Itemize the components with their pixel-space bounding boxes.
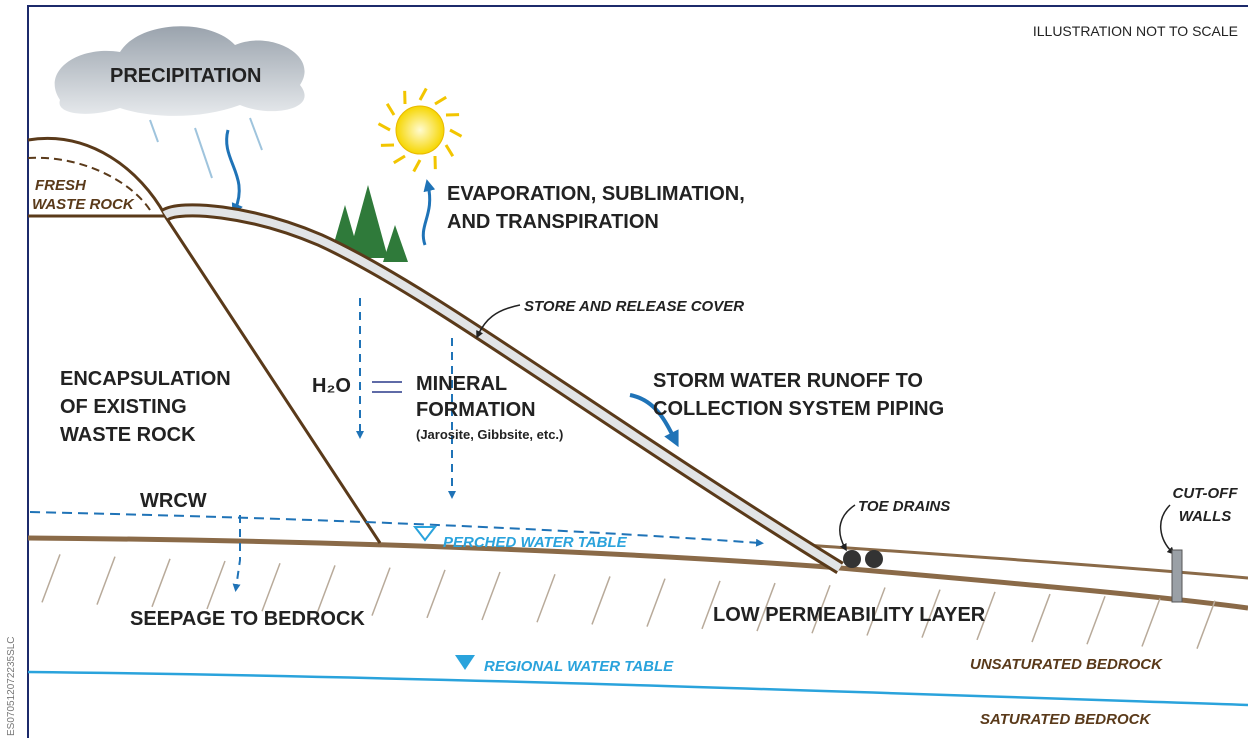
label: LOW PERMEABILITY LAYER (713, 604, 986, 626)
hatch-line (426, 569, 446, 619)
perched-symbol (412, 526, 438, 542)
label: CUT-OFF WALLS (1173, 485, 1239, 525)
hatch-line (1141, 598, 1161, 647)
hatch-line (1031, 593, 1051, 643)
hatch-line (921, 589, 941, 638)
label: SATURATED BEDROCK (980, 711, 1151, 728)
hatch-line (756, 582, 776, 632)
wrcw-flow (29, 511, 764, 547)
sun-ray (385, 103, 396, 116)
runoff-arrow (629, 393, 679, 448)
label: REGIONAL WATER TABLE (484, 658, 674, 675)
sun (395, 105, 445, 155)
hatch-line (41, 554, 61, 603)
rain (149, 117, 263, 179)
label: ENCAPSULATION OF EXISTING WASTE ROCK (60, 368, 231, 446)
hatch-line (96, 556, 116, 605)
sun-ray (434, 95, 447, 106)
hatch-line (976, 591, 996, 641)
cloud (54, 26, 305, 116)
sun-ray (449, 128, 463, 138)
hatch-line (316, 565, 336, 614)
pointer (839, 504, 856, 552)
toe-drain (843, 550, 861, 568)
label: PRECIPITATION (110, 65, 261, 87)
label: STORM WATER RUNOFF TO COLLECTION SYSTEM P… (653, 370, 944, 420)
layout (27, 5, 1248, 738)
frame (27, 5, 1248, 738)
hatch-line (206, 560, 226, 610)
label: STORE AND RELEASE COVER (524, 298, 744, 315)
cut-off-wall (1171, 549, 1183, 603)
label: EVAPORATION, SUBLIMATION, AND TRANSPIRATI… (447, 183, 745, 233)
regional-symbol (455, 655, 475, 670)
hatch-line (866, 587, 886, 636)
hatch-line (371, 567, 391, 616)
cover-inner (162, 206, 843, 572)
hatch-line (646, 578, 666, 627)
hatch-line (536, 573, 556, 623)
sun-rays (377, 87, 463, 173)
sun-ray (418, 87, 428, 101)
sun-ray (377, 122, 391, 132)
label: MINERAL FORMATION (Jarosite, Gibbsite, etc… (416, 373, 563, 442)
sun-ray (412, 159, 422, 173)
evap-arrow (421, 179, 436, 246)
ground-line (27, 535, 1248, 611)
old-dump (27, 137, 167, 216)
bedrock-hatch (41, 554, 1216, 649)
regional-water-line (27, 670, 1248, 707)
label: SEEPAGE TO BEDROCK (130, 608, 365, 630)
label: WRCW (140, 490, 207, 512)
label: UNSATURATED BEDROCK (970, 656, 1163, 673)
hatch-line (261, 562, 281, 612)
hatch-line (1086, 596, 1106, 645)
hatch-line (1196, 600, 1216, 649)
sun-ray (393, 154, 406, 165)
fresh-rock-line (27, 156, 151, 211)
pointer (476, 304, 521, 339)
scale-note: ILLUSTRATION NOT TO SCALE (1033, 23, 1238, 39)
label: TOE DRAINS (858, 498, 950, 515)
pointer (1160, 504, 1175, 555)
trees (332, 185, 408, 262)
hatch-line (151, 558, 171, 608)
hatch-line (481, 571, 501, 621)
seepage-arrow (232, 515, 241, 592)
hatch-line (811, 584, 831, 634)
label: FRESH WASTE ROCK (32, 177, 135, 213)
hatch-line (591, 576, 611, 625)
low-perm-top (804, 543, 1248, 580)
sun-ray (444, 144, 455, 157)
figure-id: ES070512072235SLC (6, 636, 17, 736)
encapsulation-line (28, 214, 382, 544)
reaction-arrows (372, 381, 402, 393)
precip-arrow (225, 129, 243, 216)
toe-drain (865, 550, 883, 568)
label: PERCHED WATER TABLE (443, 534, 628, 551)
hatch-line (701, 580, 721, 630)
labels: ILLUSTRATION NOT TO SCALE PRECIPITATION … (6, 23, 1238, 736)
label: H₂O (312, 375, 351, 397)
